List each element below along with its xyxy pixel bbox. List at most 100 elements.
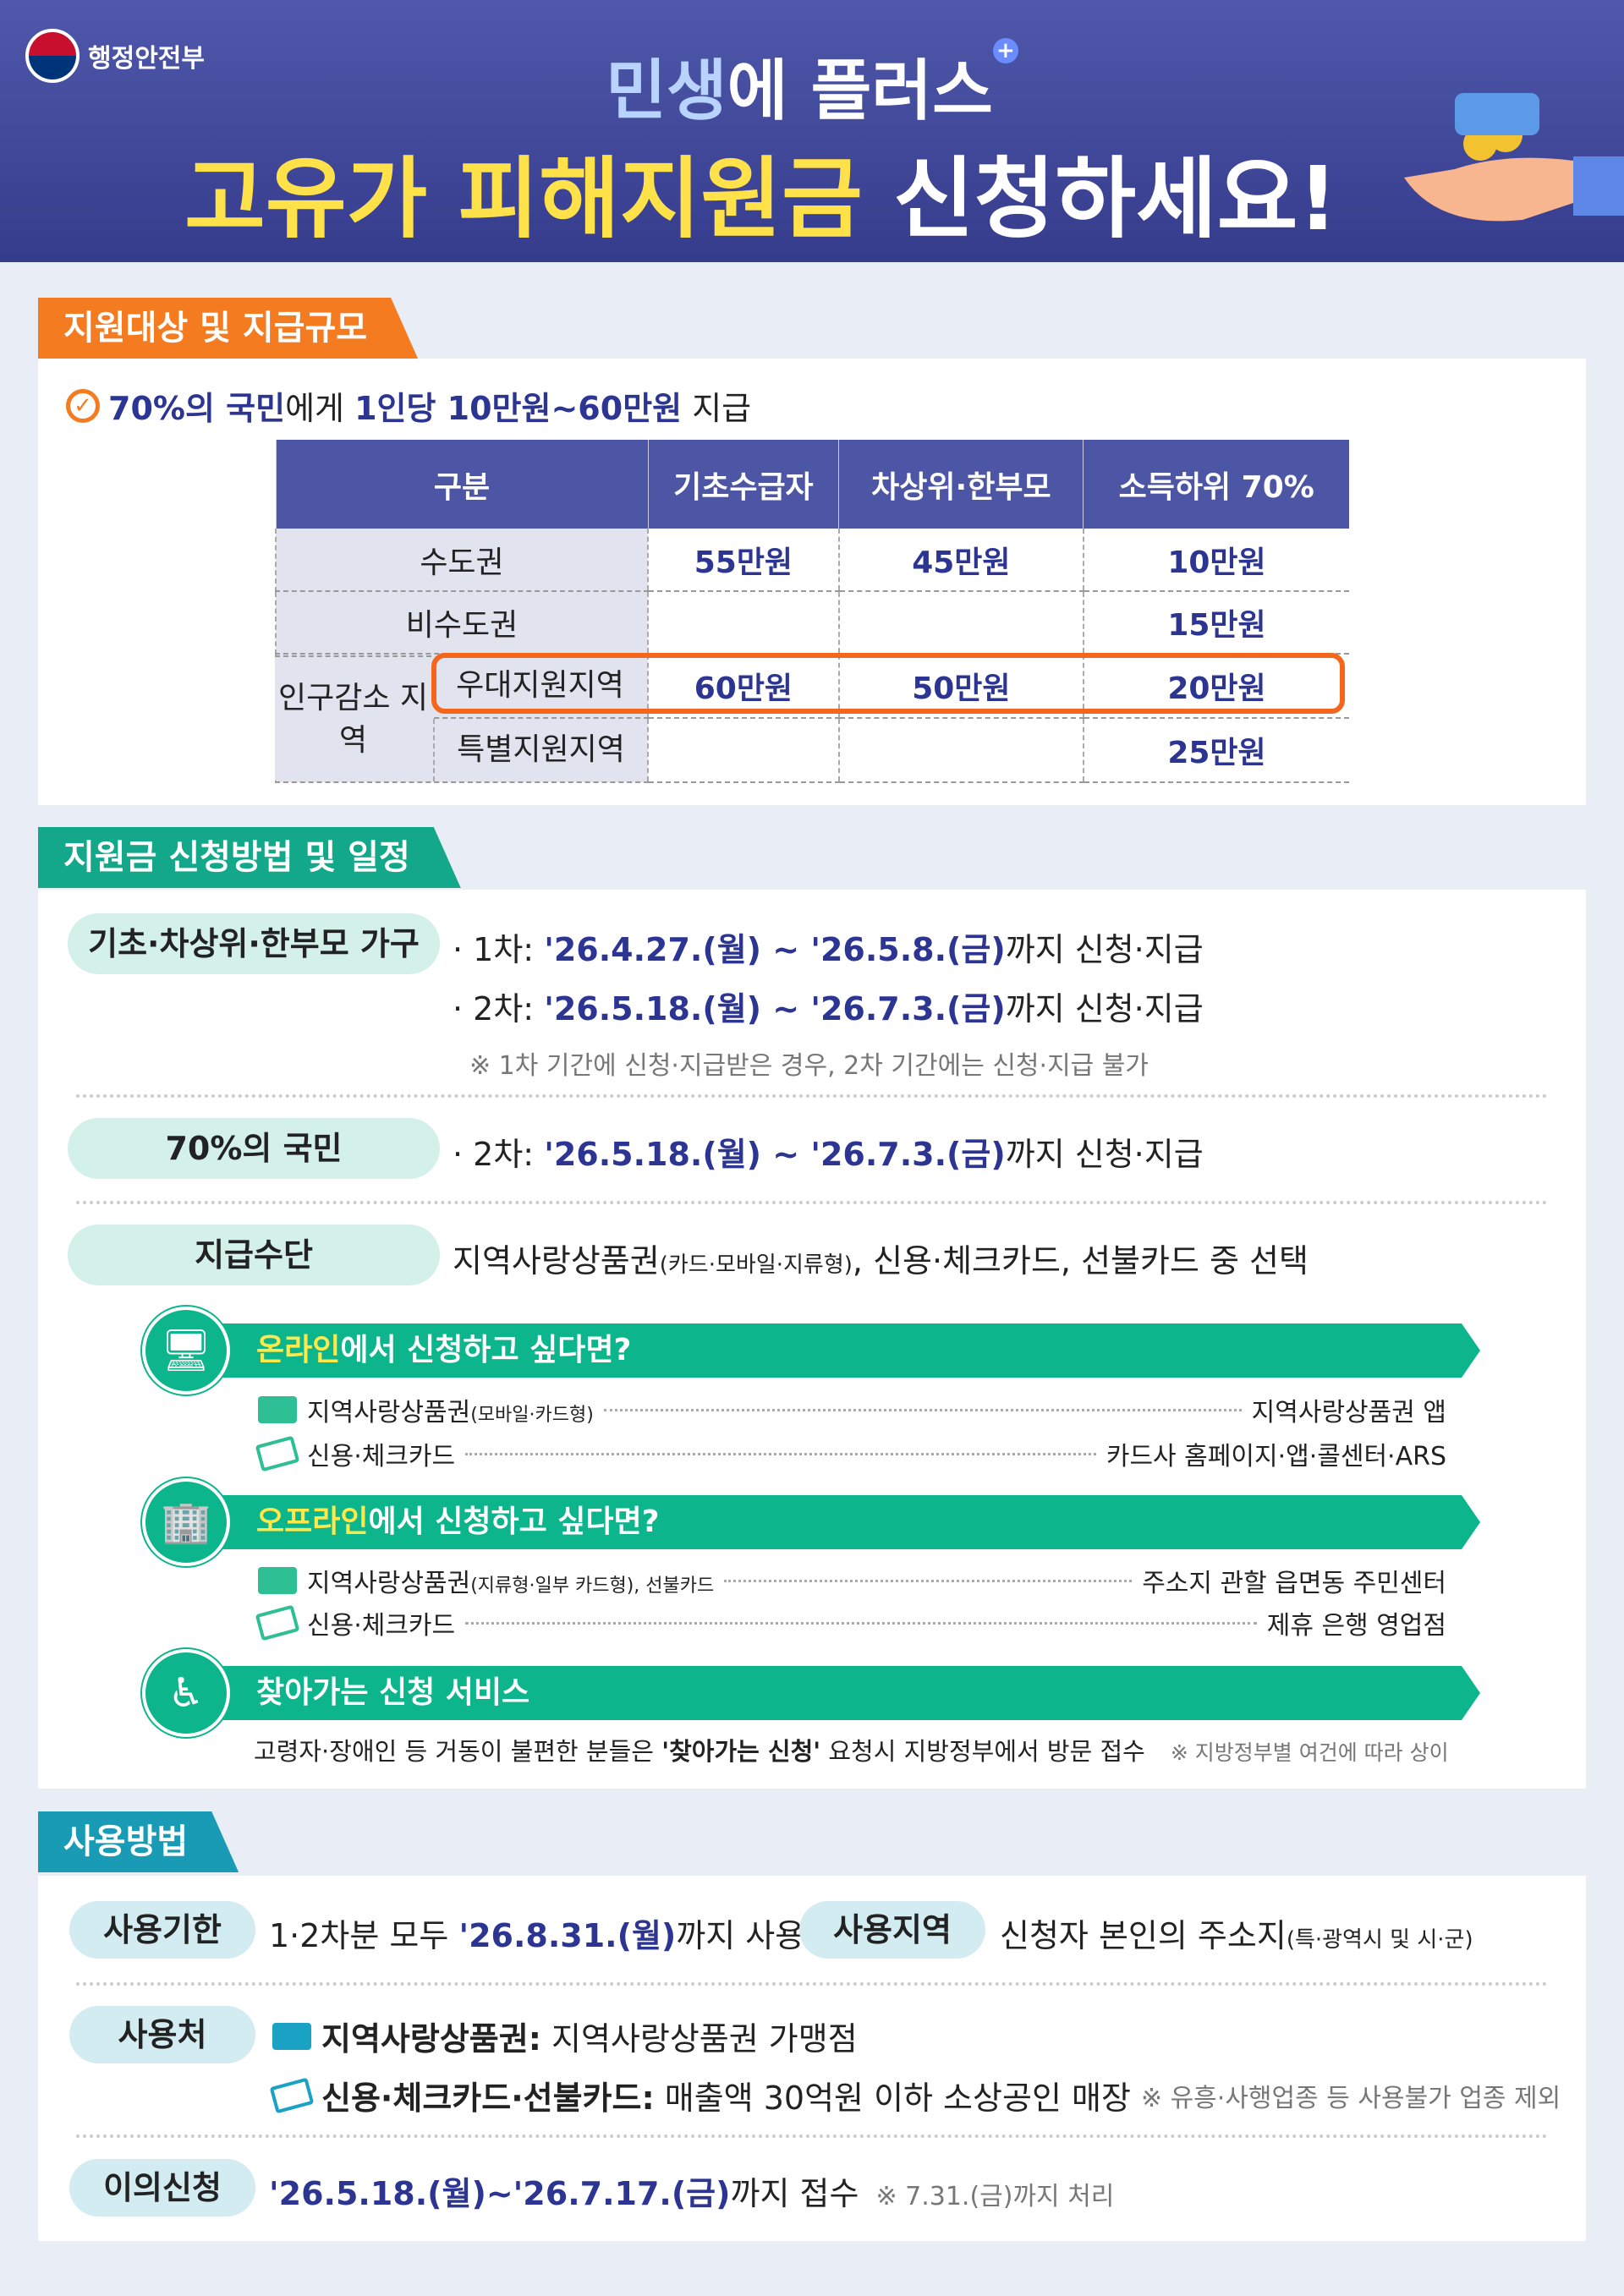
subtitle-rest: 에 플러스 xyxy=(727,53,993,129)
round-date: '26.5.18.(월) ~ '26.7.3.(금) xyxy=(544,990,1006,1027)
payment-methods: 지역사랑상품권(카드·모바일·지류형), 신용·체크카드, 선불카드 중 선택 xyxy=(453,1235,1309,1281)
place-label: 신용·체크카드·선불카드: xyxy=(321,2080,655,2117)
credit-card-icon xyxy=(255,1604,300,1641)
section-tab-usage: 사용방법 xyxy=(38,1811,239,1872)
schedule-round1: · 1차: '26.4.27.(월) ~ '26.5.8.(금)까지 신청·지급 xyxy=(453,923,1204,970)
section-tab-application: 지원금 신청방법 및 일정 xyxy=(38,827,461,888)
table-header: 기초수급자 xyxy=(647,440,839,529)
subtitle-highlight: 민생 xyxy=(606,53,727,129)
label-pill-payment: 지급수단 xyxy=(68,1225,440,1285)
label-pill-appeal: 이의신청 xyxy=(69,2159,255,2217)
divider xyxy=(76,1982,1548,1986)
payment-small: (카드·모바일·지류형) xyxy=(659,1252,853,1278)
label-pill-basic: 기초·차상위·한부모 가구 xyxy=(68,913,440,974)
round-suffix: 까지 신청·지급 xyxy=(1005,990,1204,1027)
method-row: 신용·체크카드 카드사 홈페이지·앱·콜센터·ARS xyxy=(255,1435,1446,1472)
dot-leader xyxy=(724,1579,1133,1582)
check-circle-icon: ✓ xyxy=(66,388,100,423)
table-header: 차상위·한부모 xyxy=(838,440,1084,529)
visit-service-text: 고령자·장애인 등 거동이 불편한 분들은 '찾아가는 신청' 요청시 지방정부… xyxy=(254,1732,1449,1767)
gift-card-icon xyxy=(272,2022,311,2050)
cell xyxy=(837,718,1084,783)
support-amount-table: 구분 기초수급자 차상위·한부모 소득하위 70% 수도권 55만원 45만원 10만원 비… xyxy=(275,440,1349,783)
visit-text: 요청시 지방정부에서 방문 접수 xyxy=(820,1737,1145,1766)
place-text: 매출액 30억원 이하 소상공인 매장 xyxy=(654,2080,1131,2117)
cell: 60만원 xyxy=(647,654,839,719)
round-suffix: 까지 신청·지급 xyxy=(1005,931,1204,968)
method-row: 지역사랑상품권(모바일·카드형) 지역사랑상품권 앱 xyxy=(258,1391,1446,1428)
summary-text: 에게 xyxy=(285,390,355,427)
usage-appeal: '26.5.18.(월)~'26.7.17.(금)까지 접수 ※ 7.31.(금)… xyxy=(269,2167,1114,2214)
appeal-suffix: 까지 접수 xyxy=(730,2175,859,2212)
hand-with-coins-illustration xyxy=(1404,93,1624,222)
area-text: 신청자 본인의 주소지 xyxy=(1000,1917,1287,1954)
banner-highlight: 온라인 xyxy=(256,1333,341,1367)
method-small: (모바일·카드형) xyxy=(470,1405,594,1426)
round-suffix: 까지 신청·지급 xyxy=(1005,1136,1204,1173)
building-icon: 🏢 xyxy=(142,1478,230,1566)
title-rest: 신청하세요! xyxy=(862,147,1338,250)
period-date: '26.8.31.(월) xyxy=(458,1917,677,1954)
table-header: 소득하위 70% xyxy=(1083,440,1349,529)
section-tab-eligibility: 지원대상 및 지급규모 xyxy=(38,298,418,359)
eligibility-summary: ✓ 70%의 국민에게 1인당 10만원~60만원 지급 xyxy=(66,382,751,429)
offline-banner: 오프라인에서 신청하고 싶다면? xyxy=(216,1495,1480,1549)
round-date: '26.4.27.(월) ~ '26.5.8.(금) xyxy=(544,931,1006,968)
banner-text: 에서 신청하고 싶다면? xyxy=(340,1333,632,1367)
method-right: 주소지 관할 읍면동 주민센터 xyxy=(1142,1569,1446,1598)
row-group-label: 인구감소 지역 xyxy=(275,655,431,781)
round-label: · 2차: xyxy=(453,990,545,1027)
row-label: 수도권 xyxy=(275,529,648,592)
row-label: 특별지원지역 xyxy=(433,719,647,781)
subtitle: 민생에 플러스+ xyxy=(0,38,1624,133)
divider xyxy=(76,2134,1548,2138)
appeal-date: '26.5.18.(월)~'26.7.17.(금) xyxy=(269,2175,731,2212)
method-right: 카드사 홈페이지·앱·콜센터·ARS xyxy=(1106,1442,1446,1471)
computer-icon: 🖥 xyxy=(142,1307,230,1395)
cell: 50만원 xyxy=(837,654,1084,719)
table-row: 수도권 55만원 45만원 10만원 xyxy=(275,529,1349,592)
table-row: 비수도권 15만원 xyxy=(275,591,1349,655)
header-banner: 행정안전부 민생에 플러스+ 고유가 피해지원금 신청하세요! xyxy=(0,0,1624,262)
area-small: (특·광역시 및 시·군) xyxy=(1286,1927,1473,1953)
period-suffix: 까지 사용 xyxy=(676,1917,805,1954)
method-left: 지역사랑상품권(모바일·카드형) xyxy=(307,1391,594,1428)
cell: 15만원 xyxy=(1082,591,1349,655)
place-label: 지역사랑상품권: xyxy=(321,2020,541,2058)
method-right: 제휴 은행 영업점 xyxy=(1266,1611,1446,1641)
method-left: 신용·체크카드 xyxy=(307,1442,456,1471)
highlight-box xyxy=(431,653,1345,714)
cell: 20만원 xyxy=(1082,654,1349,719)
gift-card-icon xyxy=(258,1567,297,1594)
method-row: 신용·체크카드 제휴 은행 영업점 xyxy=(255,1604,1446,1641)
summary-amount: 1인당 10만원~60만원 xyxy=(354,390,683,427)
banner-highlight: 오프라인 xyxy=(256,1504,369,1539)
method-name: 지역사랑상품권 xyxy=(307,1569,471,1598)
usage-place-card: 신용·체크카드·선불카드: 매출액 30억원 이하 소상공인 매장 ※ 유흥·사행… xyxy=(269,2072,1561,2118)
method-left: 신용·체크카드 xyxy=(307,1611,456,1641)
payment-text: 지역사랑상품권 xyxy=(453,1242,660,1280)
plus-icon: + xyxy=(992,38,1018,63)
credit-card-icon xyxy=(255,1435,300,1472)
visit-highlight: '찾아가는 신청' xyxy=(661,1737,821,1766)
method-left: 지역사랑상품권(지류형·일부 카드형), 선불카드 xyxy=(307,1562,714,1599)
schedule-note: ※ 1차 기간에 신청·지급받은 경우, 2차 기간에는 신청·지급 불가 xyxy=(469,1051,1149,1081)
gift-card-icon xyxy=(258,1396,297,1423)
emblem-icon xyxy=(25,29,80,83)
credit-card-icon xyxy=(269,2077,315,2113)
round-date: '26.5.18.(월) ~ '26.7.3.(금) xyxy=(544,1136,1006,1173)
dot-leader xyxy=(603,1408,1242,1411)
dot-leader xyxy=(465,1452,1096,1455)
label-pill-place: 사용처 xyxy=(69,2006,255,2063)
cell: 10만원 xyxy=(1082,529,1349,592)
cell xyxy=(837,591,1084,655)
payment-text: , 신용·체크카드, 선불카드 중 선택 xyxy=(852,1242,1309,1280)
place-text: 지역사랑상품권 가맹점 xyxy=(540,2020,858,2058)
method-row: 지역사랑상품권(지류형·일부 카드형), 선불카드 주소지 관할 읍면동 주민센터 xyxy=(258,1562,1446,1599)
ministry-name: 행정안전부 xyxy=(88,44,205,74)
row-label: 우대지원지역 xyxy=(433,655,647,717)
usage-place-voucher: 지역사랑상품권: 지역사랑상품권 가맹점 xyxy=(272,2013,858,2059)
visit-service-banner: 찾아가는 신청 서비스 xyxy=(216,1666,1480,1720)
period-text: 1·2차분 모두 xyxy=(269,1917,459,1954)
banner-text: 에서 신청하고 싶다면? xyxy=(368,1504,660,1539)
